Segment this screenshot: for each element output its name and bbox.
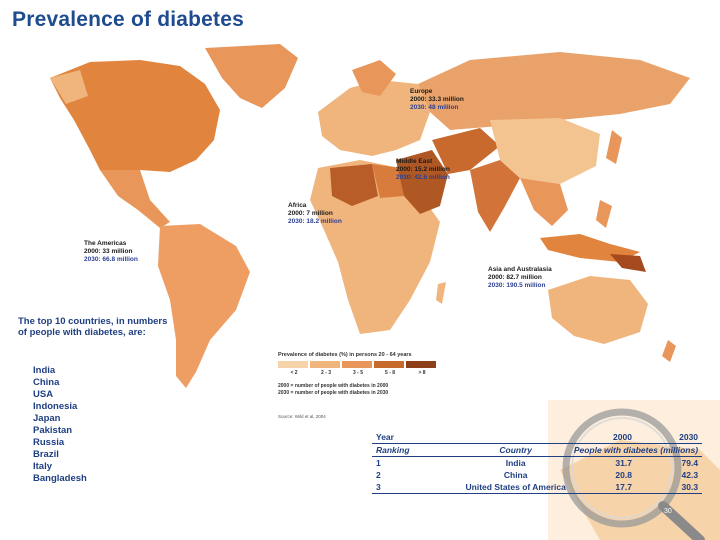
greenland: [205, 44, 298, 108]
col-2030: 2030: [635, 431, 703, 444]
list-item: Indonesia: [33, 401, 78, 412]
region-label-africa: Africa 2000: 7 million 2030: 18.2 millio…: [288, 202, 342, 225]
region-label-europe: Europe 2000: 33.3 million 2030: 48 milli…: [410, 88, 464, 111]
africa: [310, 160, 440, 334]
table-header-row: Year 2000 2030: [372, 431, 703, 444]
legend-class-label: > 8: [418, 370, 426, 376]
north-america: [50, 60, 220, 178]
source-note: Source: Wild et al, 2004: [278, 414, 326, 419]
legend-labels: < 2 2 - 3 3 - 5 5 - 8 > 8: [278, 370, 438, 376]
list-item: Japan: [33, 413, 61, 424]
list-item: Italy: [33, 461, 53, 472]
top10-heading: The top 10 countries, in numbers of peop…: [18, 316, 168, 338]
country-label: Country: [461, 443, 570, 457]
people-label: People with diabetes (millions): [569, 443, 703, 457]
ranking-label: Ranking: [372, 443, 414, 457]
legend-swatch: [374, 361, 404, 368]
legend-swatches: [278, 361, 436, 368]
legend-swatch: [310, 361, 340, 368]
legend-class-label: 2 - 3: [320, 370, 331, 376]
legend-notes: 2000 = number of people with diabetes in…: [278, 383, 388, 397]
list-item: USA: [33, 389, 54, 400]
list-item: China: [33, 377, 60, 388]
region-label-asia-australasia: Asia and Australasia 2000: 82.7 million …: [488, 266, 552, 289]
list-item: Bangladesh: [33, 473, 87, 484]
table-row: 2 China 20.8 42.3: [376, 470, 699, 480]
year-label: Year: [372, 431, 414, 444]
china: [490, 118, 600, 184]
legend-class-label: < 2: [290, 370, 298, 376]
table-subheader-row: Ranking Country People with diabetes (mi…: [372, 443, 703, 457]
list-item: Russia: [33, 437, 65, 448]
legend-swatch: [406, 361, 436, 368]
legend-swatch: [278, 361, 308, 368]
south-america: [158, 224, 250, 388]
region-label-middle-east: Middle East 2000: 15.2 million 2030: 42.…: [396, 158, 450, 181]
middle-east: [396, 150, 448, 214]
ranking-table: Year 2000 2030 Ranking Country People wi…: [372, 431, 703, 494]
col-2000: 2000: [569, 431, 636, 444]
central-america: [100, 170, 170, 228]
page-number: 30: [664, 508, 672, 515]
region-label-americas: The Americas 2000: 33 million 2030: 66.8…: [84, 240, 138, 263]
top10-list: India China USA Indonesia Japan Pakistan…: [33, 365, 87, 485]
list-item: Pakistan: [33, 425, 73, 436]
russia: [418, 52, 690, 130]
list-item: Brazil: [33, 449, 59, 460]
note-2000: 2000 = number of people with diabetes in…: [278, 383, 389, 389]
europe: [318, 80, 430, 156]
india: [470, 160, 520, 232]
legend-title: Prevalence of diabetes (%) in persons 20…: [278, 352, 412, 358]
legend-class-label: 3 - 5: [352, 370, 363, 376]
magnifier-icon: [562, 408, 682, 528]
page-title: Prevalence of diabetes: [12, 8, 245, 31]
table-row: 3 United States of America 17.7 30.3: [372, 481, 703, 494]
legend-swatch: [342, 361, 372, 368]
note-2030: 2030 = number of people with diabetes in…: [278, 390, 389, 396]
australia: [548, 276, 648, 344]
list-item: India: [33, 365, 56, 376]
table-row: 1 India 31.7 79.4: [376, 458, 699, 468]
legend-class-label: 5 - 8: [384, 370, 395, 376]
